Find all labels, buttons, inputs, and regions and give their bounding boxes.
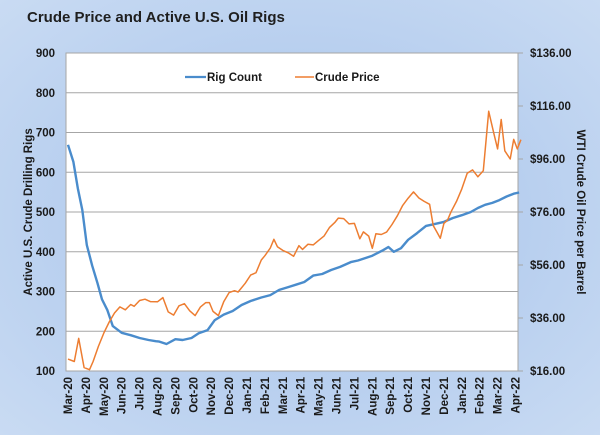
x-tick-label: Mar-20 (63, 377, 75, 414)
x-axis-ticks: Mar-20 Apr-20 May-20 Jun-20 Jul-20 Aug-20 Sep-… (63, 376, 523, 416)
y-left-tick-label: 500 (36, 207, 55, 219)
x-tick-label: Oct-21 (403, 376, 415, 412)
x-tick-label: Mar-22 (493, 377, 505, 414)
y-right-tick-label: $16.00 (530, 366, 565, 378)
y-left-tick-label: 800 (36, 88, 55, 100)
y-axis-right-label: WTI Crude Oil Price per Barrel (574, 130, 586, 295)
x-tick-label: May-21 (314, 376, 326, 416)
y-left-tick-label: 900 (36, 48, 55, 60)
series-line-crude-price (67, 110, 522, 371)
x-tick-label: Feb-22 (475, 377, 487, 414)
legend-label-rig-count: Rig Count (207, 72, 262, 84)
x-tick-label: Apr-21 (296, 376, 308, 413)
y-right-tick-label: $56.00 (530, 260, 565, 272)
y-right-tick-label: $76.00 (530, 207, 565, 219)
x-tick-label: May-20 (99, 377, 111, 416)
x-tick-label: Dec-21 (439, 376, 451, 414)
legend-label-crude-price: Crude Price (315, 72, 380, 84)
y-left-tick-label: 700 (36, 128, 55, 140)
y-axis-right-ticks: $136.00 $116.00 $96.00 $76.00 $56.00 $36.00 $1… (518, 48, 572, 378)
x-tick-label: Apr-22 (511, 377, 523, 413)
y-axis-left-label: Active U.S. Crude Drilling Rigs (23, 128, 35, 295)
x-tick-label: Jun-21 (332, 376, 344, 414)
y-left-tick-label: 300 (36, 287, 55, 299)
x-tick-label: Mar-21 (278, 376, 290, 414)
y-left-tick-label: 400 (36, 247, 55, 259)
x-tick-label: Jun-20 (117, 377, 129, 414)
x-tick-label: Oct-20 (188, 377, 200, 413)
x-tick-label: Sep-21 (385, 376, 397, 414)
x-tick-label: Aug-20 (153, 377, 165, 416)
x-tick-label: Jul-21 (349, 376, 361, 410)
x-tick-label: Sep-20 (170, 377, 182, 415)
x-tick-label: Nov-20 (206, 377, 218, 415)
x-tick-label: Dec-20 (224, 377, 236, 415)
x-tick-label: Feb-21 (260, 376, 272, 414)
y-left-tick-label: 200 (36, 326, 55, 338)
chart-title: Crude Price and Active U.S. Oil Rigs (27, 9, 285, 26)
x-tick-label: Jan-22 (457, 377, 469, 413)
x-tick-label: Nov-21 (421, 376, 433, 415)
y-right-tick-label: $136.00 (530, 48, 572, 60)
gridlines (66, 92, 518, 332)
y-left-tick-label: 100 (36, 366, 55, 378)
x-tick-label: Jan-21 (242, 376, 254, 413)
legend: Rig Count Crude Price (185, 72, 380, 84)
y-axis-left-ticks: 900 800 700 600 500 400 300 200 100 (36, 48, 55, 378)
y-right-tick-label: $36.00 (530, 313, 565, 325)
x-tick-label: Aug-21 (367, 376, 379, 416)
x-tick-label: Apr-20 (81, 377, 93, 413)
series-group (66, 110, 522, 371)
y-right-tick-label: $116.00 (530, 101, 571, 113)
y-left-tick-label: 600 (36, 167, 55, 179)
y-right-tick-label: $96.00 (530, 154, 565, 166)
series-line-rig-count (66, 144, 520, 346)
x-tick-label: Jul-20 (135, 377, 147, 410)
